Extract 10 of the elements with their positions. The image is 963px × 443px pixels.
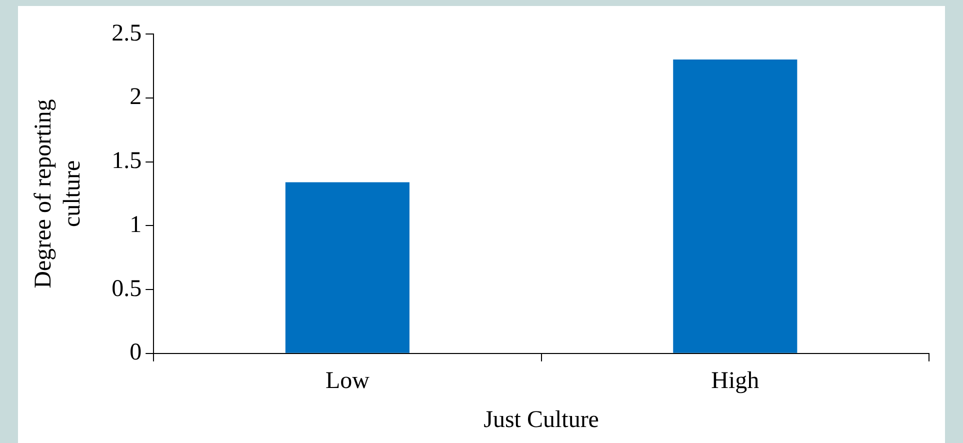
x-axis-title: Just Culture [484, 406, 599, 433]
y-tick-label: 2.5 [112, 20, 142, 46]
y-tick-label: 1 [130, 212, 142, 238]
y-tick-label: 0.5 [112, 276, 142, 302]
y-axis-title: Degree of reporting culture [30, 99, 86, 288]
y-tick-label: 2 [130, 84, 142, 110]
x-tick-label: High [711, 368, 760, 394]
y-tick-label: 0 [130, 340, 142, 366]
y-tick-label: 1.5 [112, 148, 142, 174]
x-tick-label: Low [325, 368, 370, 394]
